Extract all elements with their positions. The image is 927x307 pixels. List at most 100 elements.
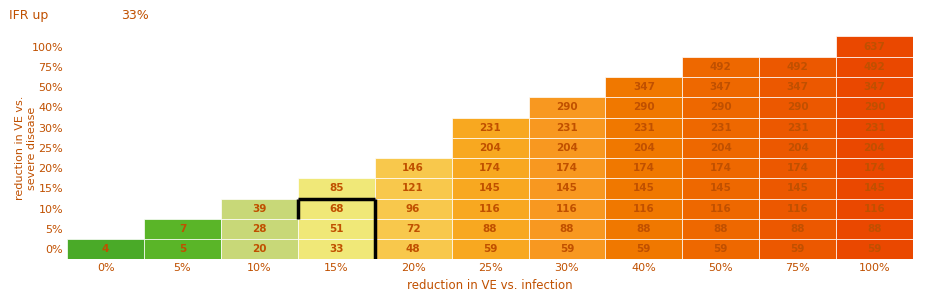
Text: 492: 492: [709, 62, 730, 72]
Bar: [681, 118, 758, 138]
Bar: [758, 158, 835, 178]
Bar: [835, 97, 912, 118]
Text: 88: 88: [790, 224, 804, 234]
Text: 231: 231: [632, 122, 654, 133]
Text: 72: 72: [405, 224, 420, 234]
Text: 290: 290: [863, 102, 884, 112]
Bar: [604, 239, 681, 259]
Bar: [681, 57, 758, 77]
Text: 204: 204: [632, 143, 654, 153]
Bar: [835, 77, 912, 97]
Text: 88: 88: [867, 224, 881, 234]
Bar: [604, 158, 681, 178]
Text: 231: 231: [555, 122, 578, 133]
Bar: [681, 138, 758, 158]
Text: 20: 20: [252, 244, 266, 254]
Y-axis label: reduction in VE vs.
severe disease: reduction in VE vs. severe disease: [15, 96, 36, 200]
Text: 145: 145: [478, 183, 501, 193]
Text: 290: 290: [555, 102, 578, 112]
Text: 116: 116: [863, 204, 884, 214]
Text: 347: 347: [632, 82, 654, 92]
Bar: [528, 219, 604, 239]
Text: 88: 88: [559, 224, 574, 234]
Text: 59: 59: [636, 244, 651, 254]
Text: 7: 7: [179, 224, 186, 234]
Bar: [528, 118, 604, 138]
Text: 231: 231: [478, 122, 501, 133]
Text: 145: 145: [786, 183, 807, 193]
Bar: [451, 138, 528, 158]
Bar: [144, 239, 221, 259]
Text: 33%: 33%: [121, 9, 148, 22]
Bar: [451, 199, 528, 219]
Text: 174: 174: [786, 163, 807, 173]
Text: 174: 174: [478, 163, 501, 173]
Bar: [835, 158, 912, 178]
Text: 145: 145: [555, 183, 578, 193]
Bar: [221, 219, 298, 239]
Text: 204: 204: [863, 143, 884, 153]
Bar: [835, 118, 912, 138]
Bar: [758, 97, 835, 118]
Bar: [67, 239, 144, 259]
Text: 174: 174: [555, 163, 578, 173]
Bar: [681, 239, 758, 259]
Text: 116: 116: [786, 204, 807, 214]
Bar: [298, 219, 375, 239]
Text: 59: 59: [867, 244, 881, 254]
Bar: [835, 199, 912, 219]
Text: 145: 145: [632, 183, 654, 193]
Bar: [758, 199, 835, 219]
Text: 347: 347: [863, 82, 884, 92]
Bar: [375, 239, 451, 259]
Text: 88: 88: [482, 224, 497, 234]
Text: 59: 59: [790, 244, 804, 254]
Bar: [758, 57, 835, 77]
Text: 116: 116: [555, 204, 578, 214]
Bar: [681, 77, 758, 97]
Text: 96: 96: [405, 204, 420, 214]
Text: 116: 116: [478, 204, 501, 214]
Bar: [375, 178, 451, 199]
Bar: [604, 97, 681, 118]
Text: 145: 145: [709, 183, 730, 193]
Bar: [451, 178, 528, 199]
Bar: [681, 158, 758, 178]
Text: 28: 28: [252, 224, 266, 234]
Text: 85: 85: [329, 183, 343, 193]
Bar: [835, 138, 912, 158]
Text: 146: 146: [401, 163, 424, 173]
Bar: [835, 219, 912, 239]
Text: 68: 68: [329, 204, 343, 214]
Bar: [758, 138, 835, 158]
Bar: [758, 239, 835, 259]
Bar: [298, 239, 375, 259]
Bar: [681, 219, 758, 239]
Bar: [835, 239, 912, 259]
Text: 121: 121: [402, 183, 424, 193]
Bar: [758, 118, 835, 138]
Text: 637: 637: [863, 42, 884, 52]
Text: 174: 174: [709, 163, 731, 173]
Bar: [528, 239, 604, 259]
Text: 88: 88: [713, 224, 727, 234]
Bar: [375, 158, 451, 178]
Bar: [528, 138, 604, 158]
Bar: [681, 199, 758, 219]
Text: IFR up: IFR up: [9, 9, 48, 22]
Bar: [528, 178, 604, 199]
Text: 290: 290: [786, 102, 807, 112]
Text: 204: 204: [709, 143, 730, 153]
Text: 204: 204: [478, 143, 501, 153]
Bar: [375, 199, 451, 219]
Bar: [451, 219, 528, 239]
Bar: [528, 199, 604, 219]
Bar: [604, 138, 681, 158]
Text: 145: 145: [863, 183, 884, 193]
Bar: [298, 178, 375, 199]
Text: 174: 174: [632, 163, 654, 173]
Bar: [375, 219, 451, 239]
Bar: [758, 77, 835, 97]
Text: 492: 492: [786, 62, 807, 72]
Bar: [528, 97, 604, 118]
